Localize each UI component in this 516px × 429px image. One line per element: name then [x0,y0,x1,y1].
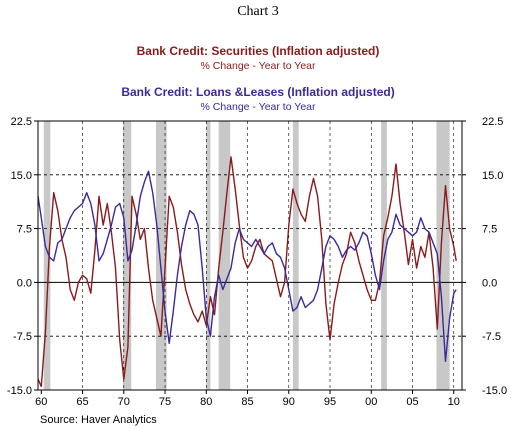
y-tick-label-right: -7.5 [482,331,501,343]
x-tick-label: 10 [448,396,460,408]
recession-band-0 [43,121,51,390]
x-tick-label: 00 [365,396,377,408]
y-tick-label-right: 15.0 [482,170,503,182]
x-tick-label: 85 [241,396,253,408]
x-tick-label: 05 [406,396,418,408]
legend-loans-title: Bank Credit: Loans &Leases (Inflation ad… [121,85,395,99]
axis-ticks: 22.5 15.0 7.5 0.0 -7.5 -15.0 22.5 15.0 7.5 0.0 -7.… [7,116,507,408]
gridlines [38,121,462,390]
y-tick-label-left: 22.5 [11,116,32,128]
y-tick-label-left: 15.0 [11,170,32,182]
x-tick-label: 95 [324,396,336,408]
recession-band-5 [292,121,299,390]
source-note: Source: Haver Analytics [40,414,157,426]
y-tick-label-right: 7.5 [482,224,497,236]
x-tick-label: 90 [283,396,295,408]
y-tick-label-right: 0.0 [482,277,497,289]
series-line-1 [37,170,457,362]
recession-shading [43,121,450,390]
series-lines [37,156,457,388]
x-tick-label: 60 [35,396,47,408]
legend-securities-subtitle: % Change - Year to Year [200,60,316,72]
series-line-0 [37,156,457,388]
x-tick-label: 75 [159,396,171,408]
y-tick-label-right: -15.0 [482,385,507,397]
recession-band-7 [436,121,450,390]
y-tick-label-left: 7.5 [17,224,32,236]
y-tick-label-left: -7.5 [13,331,32,343]
x-tick-label: 65 [76,396,88,408]
recession-band-2 [155,121,167,390]
recession-band-3 [206,121,211,390]
x-tick-label: 70 [118,396,130,408]
y-tick-label-right: 22.5 [482,116,503,128]
recession-band-4 [218,121,231,390]
x-tick-label: 80 [200,396,212,408]
legend-securities-title: Bank Credit: Securities (Inflation adjus… [136,44,380,58]
legend-loans-subtitle: % Change - Year to Year [200,101,316,113]
plot-frame [37,120,463,391]
y-tick-label-left: 0.0 [17,277,32,289]
y-tick-label-left: -15.0 [7,385,32,397]
chart-title: Chart 3 [237,4,279,19]
